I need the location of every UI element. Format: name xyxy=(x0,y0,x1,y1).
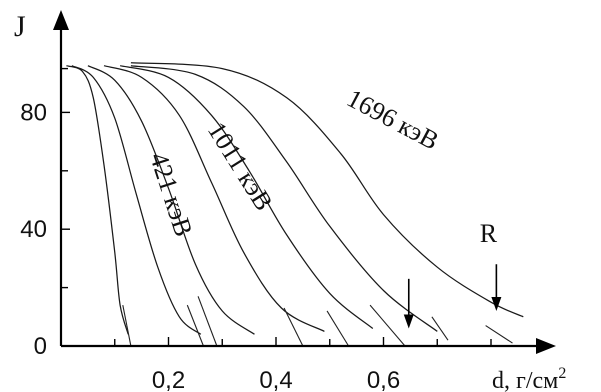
tangent-mark-5 xyxy=(326,310,350,347)
tangent-mark-7 xyxy=(431,316,449,341)
axes-layer xyxy=(53,10,556,354)
series-line-2 xyxy=(71,65,202,335)
series-line-3 xyxy=(87,65,255,335)
annotation-label-1: R xyxy=(480,219,498,248)
x-axis-arrowhead xyxy=(536,338,556,354)
curve-label-3: 1696 кэВ xyxy=(342,83,443,155)
x-axis-label-superscript: 2 xyxy=(558,365,566,382)
curve-label-2: 1011 кэВ xyxy=(202,117,279,216)
tangent-mark-6 xyxy=(369,304,406,347)
series-line-7 xyxy=(130,62,524,318)
tangent-layer xyxy=(122,296,513,347)
x-tick-label-3: 0,6 xyxy=(367,367,400,392)
x-axis-label: d, г/см2 xyxy=(492,365,566,392)
annotation-arrowhead-2 xyxy=(403,314,414,329)
x-axis-label-text: d, г/см xyxy=(492,368,558,392)
annotations-layer: R xyxy=(403,219,502,329)
y-tick-label-2: 40 xyxy=(20,216,47,243)
tangent-mark-3 xyxy=(197,296,218,347)
y-axis-arrowhead xyxy=(53,10,69,30)
series-line-1 xyxy=(66,65,129,335)
x-tick-label-1: 0,2 xyxy=(152,367,185,392)
series-line-5 xyxy=(119,65,374,329)
curve-label-1: 421 кэВ xyxy=(144,149,198,240)
y-tick-label-3: 80 xyxy=(20,99,47,126)
curves-layer xyxy=(66,62,524,335)
annotation-arrowhead-1 xyxy=(491,296,502,311)
tangent-mark-1 xyxy=(122,305,132,347)
y-axis-label: J xyxy=(14,10,26,43)
tangent-mark-8 xyxy=(485,325,513,344)
series-line-6 xyxy=(130,65,438,332)
labels-layer: J d, г/см2 421 кэВ 1011 кэВ 1696 кэВ xyxy=(14,10,566,392)
x-tick-label-2: 0,4 xyxy=(259,367,292,392)
ticks-layer: 0,2 0,4 0,6 0 40 80 xyxy=(20,67,492,392)
y-tick-label-1: 0 xyxy=(34,333,47,360)
tangent-mark-4 xyxy=(283,307,304,347)
series-line-4 xyxy=(103,65,325,332)
tangent-mark-2 xyxy=(186,304,204,347)
